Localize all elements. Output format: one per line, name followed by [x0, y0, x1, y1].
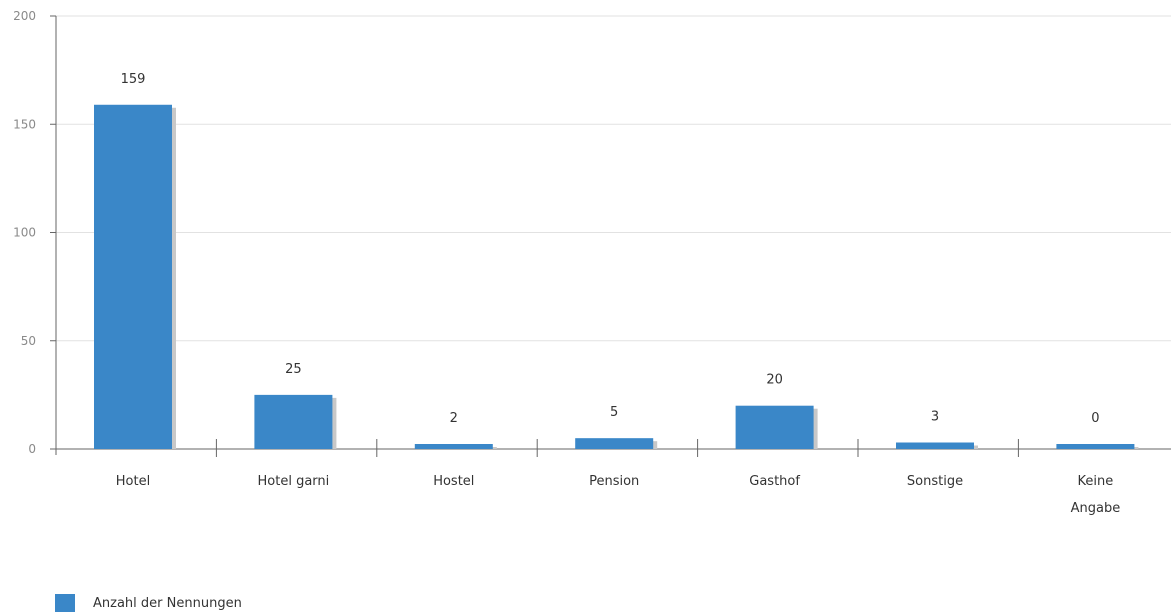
legend[interactable]: Anzahl der Nennungen — [55, 594, 242, 612]
x-tick-label: Pension — [589, 474, 639, 489]
bar-sonstige[interactable] — [896, 442, 974, 449]
x-tick-label: Sonstige — [907, 474, 963, 489]
data-label: 20 — [766, 373, 783, 388]
x-tick-label: Hotel — [116, 474, 150, 489]
x-tick-label: Hostel — [433, 474, 474, 489]
bars — [94, 104, 1139, 449]
legend-swatch[interactable] — [55, 594, 75, 612]
data-label: 0 — [1091, 411, 1099, 426]
bar-pension[interactable] — [575, 438, 654, 449]
data-label: 2 — [450, 411, 458, 426]
data-label: 3 — [931, 410, 939, 425]
data-label: 5 — [610, 405, 618, 420]
bar-gasthof[interactable] — [735, 405, 814, 449]
bar-hotel[interactable] — [94, 104, 172, 449]
x-tick-label: Angabe — [1071, 501, 1121, 516]
legend-label[interactable]: Anzahl der Nennungen — [93, 596, 242, 611]
data-label: 159 — [121, 72, 146, 87]
bar-hostel[interactable] — [414, 444, 493, 449]
y-tick-label: 200 — [13, 9, 36, 23]
y-tick-label: 150 — [13, 117, 36, 131]
y-tick-label: 0 — [28, 442, 36, 456]
bar-keine-angabe[interactable] — [1056, 444, 1135, 449]
y-tick-label: 50 — [21, 334, 36, 348]
bar-hotel-garni[interactable] — [254, 394, 333, 449]
gridlines — [56, 15, 1171, 342]
x-tick-label: Gasthof — [749, 474, 800, 489]
x-tick-label: Keine — [1078, 474, 1114, 489]
data-label: 25 — [285, 362, 302, 377]
x-tick-label: Hotel garni — [258, 474, 330, 489]
y-tick-label: 100 — [13, 226, 36, 240]
